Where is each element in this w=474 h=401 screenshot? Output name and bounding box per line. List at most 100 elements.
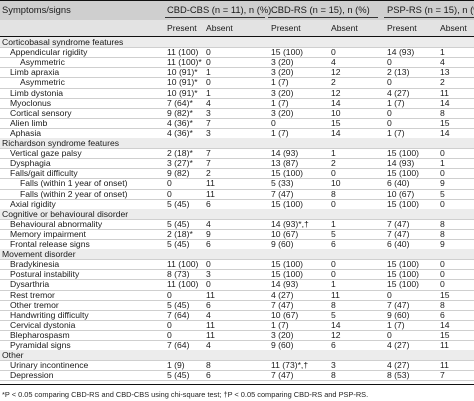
present-cell: 1 (9) xyxy=(167,360,185,371)
row-divider xyxy=(0,87,474,89)
present-cell: 9 (82)* xyxy=(167,107,193,118)
present-cell: 0 xyxy=(167,319,172,330)
absent-cell: 10 xyxy=(331,107,341,118)
present-cell: 11 (100) xyxy=(167,279,199,290)
section-row-shade xyxy=(0,208,474,219)
present-cell: 13 (87) xyxy=(271,158,299,169)
present-cell: 2 (13) xyxy=(387,67,410,78)
present-cell: 14 (93) xyxy=(271,148,299,159)
present-cell: 5 (45) xyxy=(167,370,190,381)
present-cell: 14 (93)*,† xyxy=(271,218,309,229)
absent-cell: 12 xyxy=(331,67,341,78)
row-label: Pyramidal signs xyxy=(10,340,71,350)
absent-cell: 4 xyxy=(206,340,211,350)
present-cell: 3 (20) xyxy=(271,107,294,118)
absent-cell: 6 xyxy=(206,299,211,310)
row-label: Blepharospasm xyxy=(10,329,70,340)
absent-cell: 0 xyxy=(331,198,336,209)
present-cell: 7 (64) xyxy=(167,340,190,350)
present-cell: 1 (7) xyxy=(271,319,289,330)
present-cell: 7 (47) xyxy=(271,188,294,199)
absent-cell: 7 xyxy=(440,370,445,381)
present-cell: 10 (91)* xyxy=(167,77,198,88)
present-cell: 5 (33) xyxy=(271,178,294,189)
row-divider xyxy=(0,259,474,261)
absent-cell: 6 xyxy=(331,239,336,249)
absent-cell: 9 xyxy=(440,239,445,249)
row-label: Limb apraxia xyxy=(10,67,60,78)
absent-cell: 11 xyxy=(206,289,215,300)
absent-cell: 0 xyxy=(440,168,445,179)
row-label: Aphasia xyxy=(10,127,42,138)
absent-cell: 0 xyxy=(331,47,336,58)
present-cell: 3 (20) xyxy=(271,87,294,98)
row-label: Falls/gait difficulty xyxy=(10,168,78,179)
absent-cell: 2 xyxy=(331,77,336,88)
present-cell: 4 (36)* xyxy=(167,117,193,128)
section-row-shade xyxy=(0,350,474,361)
absent-cell: 1 xyxy=(331,279,336,290)
absent-cell: 5 xyxy=(440,188,445,199)
present-cell: 0 xyxy=(271,117,276,128)
present-cell: 0 xyxy=(387,57,392,68)
present-cell: 0 xyxy=(387,329,392,340)
row-divider xyxy=(0,309,474,311)
subheader-absent: Absent xyxy=(440,23,467,33)
present-cell: 15 (100) xyxy=(387,269,420,280)
absent-cell: 0 xyxy=(440,148,445,159)
present-cell: 8 (53) xyxy=(387,370,410,381)
absent-cell: 1 xyxy=(331,218,336,229)
section-row-shade xyxy=(0,138,474,149)
absent-cell: 4 xyxy=(206,97,211,108)
absent-cell: 0 xyxy=(331,269,336,280)
present-cell: 14 (93) xyxy=(387,47,415,58)
absent-cell: 7 xyxy=(206,158,211,169)
present-cell: 0 xyxy=(387,117,392,128)
present-cell: 11 (100)* xyxy=(167,57,202,68)
present-cell: 8 (73) xyxy=(167,269,190,280)
present-cell: 0 xyxy=(167,188,172,199)
absent-cell: 0 xyxy=(440,198,445,209)
present-cell: 3 (20) xyxy=(271,57,294,68)
group-underline xyxy=(165,17,265,18)
present-cell: 3 (20) xyxy=(271,329,294,340)
present-cell: 7 (64)* xyxy=(167,97,193,108)
row-label: Alien limb xyxy=(10,117,48,128)
present-cell: 1 (7) xyxy=(387,97,405,108)
row-label: Rest tremor xyxy=(10,289,55,300)
present-cell: 1 (7) xyxy=(271,77,289,88)
absent-cell: 1 xyxy=(331,148,336,159)
row-divider xyxy=(0,279,474,281)
present-cell: 0 xyxy=(167,289,172,300)
row-label: Asymmetric xyxy=(20,77,65,88)
group-underline xyxy=(268,17,378,18)
absent-cell: 0 xyxy=(440,269,445,280)
row-label: Axial rigidity xyxy=(10,198,56,209)
absent-cell: 6 xyxy=(440,309,445,320)
present-cell: 9 (60) xyxy=(271,340,294,350)
row-divider xyxy=(0,77,474,79)
group-underline xyxy=(384,17,474,18)
absent-cell: 11 xyxy=(440,340,449,350)
row-divider xyxy=(0,329,474,331)
row-divider xyxy=(0,319,474,321)
row-divider xyxy=(0,148,474,150)
row-divider xyxy=(0,127,474,129)
present-cell: 9 (82) xyxy=(167,168,190,179)
absent-cell: 0 xyxy=(206,259,211,270)
row-divider xyxy=(0,269,474,271)
row-label: Cortical sensory xyxy=(10,107,72,118)
absent-cell: 11 xyxy=(206,188,215,199)
present-cell: 5 (45) xyxy=(167,239,190,249)
present-cell: 15 (100) xyxy=(387,148,420,159)
absent-cell: 15 xyxy=(440,289,450,300)
present-cell: 0 xyxy=(387,289,392,300)
present-cell: 10 (91)* xyxy=(167,67,198,78)
row-label: Myoclonus xyxy=(10,97,52,108)
present-cell: 15 (100) xyxy=(387,198,420,209)
absent-cell: 3 xyxy=(206,127,211,138)
present-cell: 7 (47) xyxy=(271,370,294,381)
row-label: Dysphagia xyxy=(10,158,51,169)
row-divider xyxy=(0,178,474,180)
present-cell: 15 (100) xyxy=(387,259,420,270)
